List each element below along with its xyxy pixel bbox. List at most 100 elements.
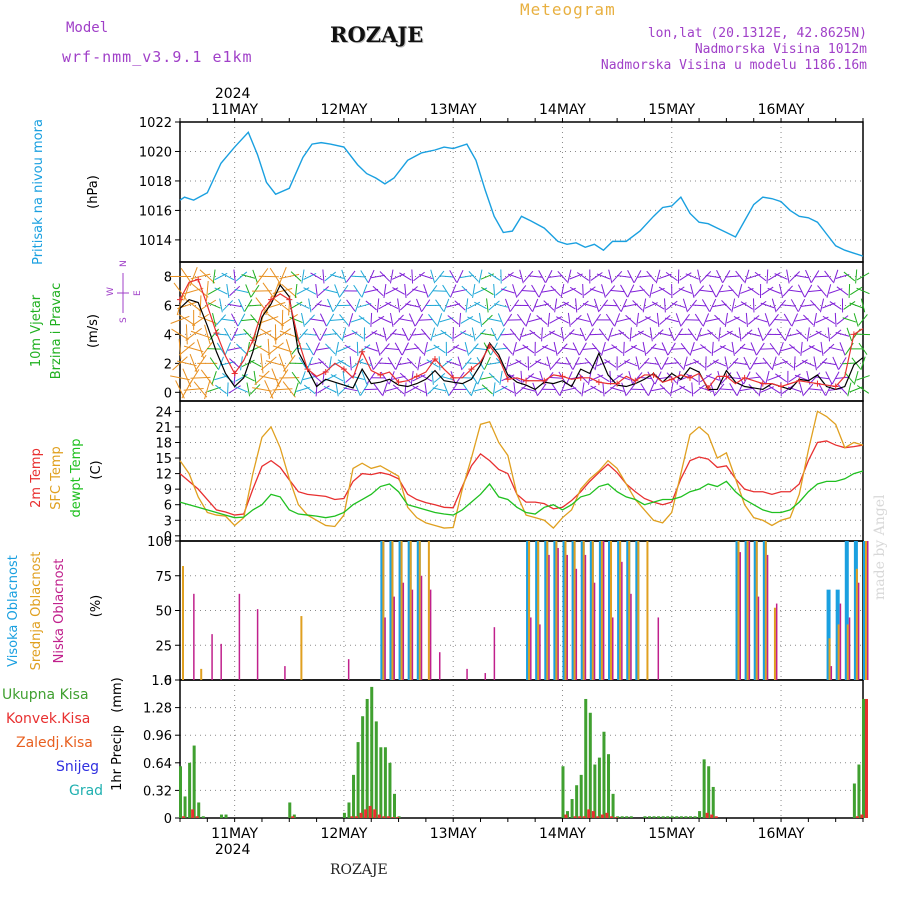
wind-arrow <box>488 300 500 311</box>
wind-arrow <box>787 289 802 293</box>
wind-arrow <box>212 269 216 284</box>
wind-arrow <box>478 269 483 284</box>
wind-gust-marker <box>359 348 366 355</box>
station-title: ROZAJE <box>330 22 424 47</box>
wind-arrow <box>753 317 768 323</box>
wind-arrow <box>315 382 318 397</box>
wind-arrow <box>542 330 556 339</box>
wind-arrow <box>620 298 628 313</box>
wind-arrow <box>272 345 293 353</box>
wind-arrow <box>699 386 713 392</box>
lonlat-text: lon,lat (20.1312E, 42.8625N) <box>647 26 867 41</box>
wind-arrow <box>236 343 247 355</box>
wind-arrow <box>220 318 235 322</box>
wind-arrow <box>683 356 688 371</box>
wind-arrow <box>750 342 757 356</box>
wind-arrow <box>640 383 649 396</box>
cloud-high-bar <box>826 589 831 680</box>
wind-arrow <box>834 312 837 327</box>
wind-arrow <box>176 295 184 316</box>
wind-arrow <box>538 284 546 298</box>
wind-arrow <box>856 385 870 394</box>
cloud-mid-bar <box>391 541 394 680</box>
cloud-low-bar <box>284 666 286 680</box>
wind-arrow <box>635 356 640 371</box>
wind-arrow <box>672 286 685 296</box>
cloud-low-bar <box>630 593 632 680</box>
wind-arrow <box>810 372 821 384</box>
wind-gust-marker <box>377 371 384 378</box>
precip-convective-bar <box>373 809 377 818</box>
wind-arrow <box>233 269 236 284</box>
wind-arrow <box>300 312 305 327</box>
wind-arrow <box>754 271 767 282</box>
wind-arrow <box>222 372 234 383</box>
day-label-bottom: 14MAY <box>539 826 586 842</box>
precip-convective-bar <box>291 816 295 818</box>
y-tick-label: 1018 <box>139 175 172 190</box>
wind-arrow <box>731 341 735 356</box>
cloud-low-bar <box>757 596 760 680</box>
cloud-mid-bar <box>755 541 758 680</box>
wind-arrow-field <box>170 266 871 400</box>
wind-arrow <box>567 312 571 327</box>
day-label-top: 12MAY <box>320 102 367 118</box>
wind-arrow <box>383 283 387 298</box>
wind-gust-marker <box>523 377 530 384</box>
wind-arrow <box>711 341 714 356</box>
wind-arrow <box>735 270 745 283</box>
precip-convective-bar <box>364 809 368 818</box>
cloud-unit: (%) <box>89 595 104 618</box>
wind-arrow <box>192 284 209 298</box>
wind-arrow <box>754 300 767 311</box>
wind-arrow <box>324 271 337 282</box>
wind-arrow <box>262 282 276 300</box>
cloud-mid-bar <box>591 541 594 680</box>
wind-gust-marker <box>249 337 256 344</box>
wind-arrow <box>341 327 347 342</box>
wind-arrow <box>439 375 454 381</box>
wind-arrow <box>430 269 436 284</box>
wind-arrow <box>388 371 395 385</box>
wind-arrow <box>199 269 216 284</box>
wind-arrow <box>260 328 278 341</box>
y-tick-label: 1022 <box>139 116 172 131</box>
wind-arrow <box>447 315 459 325</box>
wind-gust-marker <box>395 379 402 386</box>
wind-arrow <box>297 328 308 341</box>
wind-arrow <box>778 284 784 298</box>
compass-n: N <box>119 260 129 267</box>
wind-arrow <box>349 356 352 371</box>
wind-arrow <box>652 329 664 340</box>
wind-arrow <box>762 357 773 370</box>
wind-arrow <box>224 342 232 356</box>
wind-arrow <box>279 273 300 280</box>
wind-arrow <box>478 312 483 327</box>
cloud-mid-bar <box>610 541 613 680</box>
cloud-low-bar <box>256 609 259 680</box>
wind-arrow <box>559 382 566 397</box>
cloud-mid-bar <box>846 624 849 680</box>
wind-arrow <box>767 287 781 294</box>
cloud-mid-bar <box>764 541 767 680</box>
y-tick-label: 3 <box>164 514 172 529</box>
wind-arrow <box>800 341 803 356</box>
cloud-mid-bar <box>600 541 603 680</box>
wind-arrow <box>678 288 693 294</box>
precip-convective-bar <box>610 816 614 818</box>
wind-arrow <box>313 342 321 356</box>
wind-arrow <box>644 361 659 365</box>
year-label-top: 2024 <box>215 86 251 102</box>
wind-gust-marker <box>268 296 275 303</box>
wind-arrow <box>301 269 305 284</box>
wind-arrow <box>223 328 232 341</box>
cloud-mid-bar <box>573 541 576 680</box>
wind-arrow <box>178 313 196 326</box>
precip-total-bar <box>597 757 601 818</box>
precip-total-bar <box>219 814 223 818</box>
wind-arrow <box>808 388 823 391</box>
wind-arrow <box>332 328 343 340</box>
wind-arrow <box>582 347 597 350</box>
precip-total-bar <box>616 816 620 818</box>
wind-arrow <box>617 358 631 368</box>
